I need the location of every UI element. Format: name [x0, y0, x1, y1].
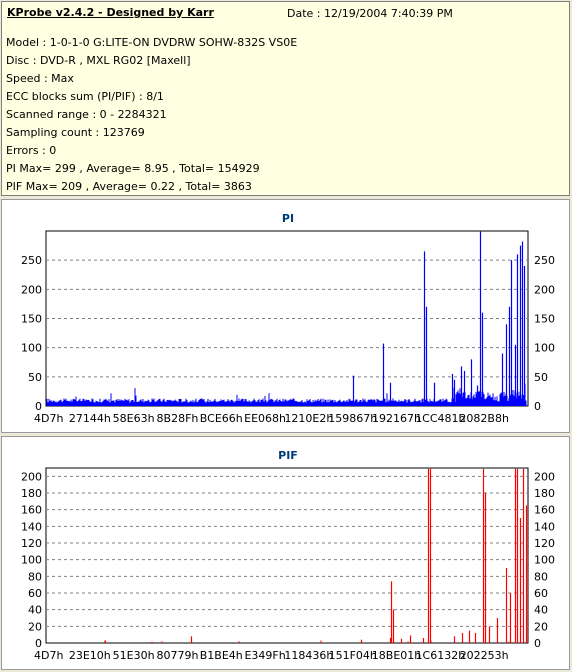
pif-ytick-left: 100 [21, 554, 42, 567]
pif-xtick: E349Fh [244, 649, 285, 662]
pi-xtick: 4D7h [34, 412, 63, 425]
pi-ytick-left: 250 [21, 254, 42, 267]
pif-ytick-left: 140 [21, 520, 42, 533]
info-ecc-blocks: ECC blocks sum (PI/PIF) : 8/1 [6, 90, 164, 103]
pif-series [104, 468, 528, 643]
pif-ytick-right: 80 [534, 570, 548, 583]
pi-ytick-left: 150 [21, 313, 42, 326]
pif-xtick: 4D7h [34, 649, 63, 662]
info-panel: KProbe v2.4.2 - Designed by Karr Date : … [1, 1, 570, 196]
pi-xtick: 27144h [69, 412, 111, 425]
info-errors: Errors : 0 [6, 144, 57, 157]
pif-ytick-left: 40 [28, 604, 42, 617]
pif-ytick-right: 0 [534, 637, 541, 650]
app-title: KProbe v2.4.2 - Designed by Karr [7, 6, 214, 19]
pif-ytick-right: 60 [534, 587, 548, 600]
pi-ytick-left: 100 [21, 342, 42, 355]
pif-ytick-right: 120 [534, 537, 555, 550]
pif-ytick-right: 180 [534, 487, 555, 500]
pif-chart-panel: PIF 0 0 20 20 40 40 60 60 80 80 100 100 120 120 140 140… [1, 436, 570, 670]
info-lines: Model : 1-0-1-0 G:LITE-ON DVDRW SOHW-832… [6, 34, 297, 196]
pif-xtick: 80779h [156, 649, 198, 662]
pif-ytick-right: 160 [534, 504, 555, 517]
pif-xtick: 118436h [284, 649, 333, 662]
pif-ytick-left: 20 [28, 620, 42, 633]
pif-xtick: 23E10h [69, 649, 111, 662]
pif-ytick-left: 60 [28, 587, 42, 600]
pif-chart-title: PIF [278, 449, 298, 462]
pi-ytick-right: 50 [534, 371, 548, 384]
pi-xtick: 8B28Fh [157, 412, 199, 425]
info-scanned-range: Scanned range : 0 - 2284321 [6, 108, 167, 121]
pi-series [46, 231, 527, 406]
pif-ytick-left: 200 [21, 470, 42, 483]
info-sampling-count: Sampling count : 123769 [6, 126, 145, 139]
pif-xtick: 51E30h [113, 649, 155, 662]
pif-ytick-right: 40 [534, 604, 548, 617]
pi-chart-panel: PI 0 0 50 50 100 100 150 150 200 200 250 250 4D7h 271… [1, 199, 570, 433]
pif-xtick: B1BE4h [200, 649, 243, 662]
pif-plot-area [45, 467, 529, 644]
info-model: Model : 1-0-1-0 G:LITE-ON DVDRW SOHW-832… [6, 36, 298, 49]
pif-ytick-right: 200 [534, 470, 555, 483]
pi-ytick-right: 150 [534, 313, 555, 326]
pi-xtick: 159867h [328, 412, 377, 425]
pi-ytick-right: 100 [534, 342, 555, 355]
pi-xtick: EE068h [244, 412, 286, 425]
pif-ytick-left: 0 [35, 637, 42, 650]
pif-ytick-left: 80 [28, 570, 42, 583]
pi-ytick-left: 50 [28, 371, 42, 384]
pi-chart-title: PI [282, 212, 294, 225]
pi-ytick-right: 250 [534, 254, 555, 267]
pi-xtick: BCE66h [200, 412, 243, 425]
pif-ytick-left: 120 [21, 537, 42, 550]
pif-xtick: 202253h [460, 649, 509, 662]
pi-xtick: 1210E2h [284, 412, 333, 425]
pi-ytick-left: 200 [21, 283, 42, 296]
pif-xtick: 18BE01h [372, 649, 421, 662]
pi-ytick-left: 0 [35, 400, 42, 413]
pif-chart: PIF 0 0 20 20 40 40 60 60 80 80 100 100 120 120 140 140… [21, 449, 555, 662]
info-speed: Speed : Max [6, 72, 74, 85]
pi-ytick-right: 0 [534, 400, 541, 413]
info-disc: Disc : DVD-R , MXL RG02 [Maxell] [6, 54, 191, 67]
pi-xtick: 1CC481h [415, 412, 465, 425]
pif-ytick-right: 140 [534, 520, 555, 533]
pif-ytick-right: 100 [534, 554, 555, 567]
pif-ytick-left: 180 [21, 487, 42, 500]
pif-ytick-right: 20 [534, 620, 548, 633]
pi-ytick-right: 200 [534, 283, 555, 296]
pif-xtick: 1C6132h [416, 649, 466, 662]
pi-xtick: 58E63h [113, 412, 155, 425]
info-pif-stats: PIF Max= 209 , Average= 0.22 , Total= 38… [6, 180, 252, 193]
scan-date: Date : 12/19/2004 7:40:39 PM [287, 7, 453, 20]
pi-xtick: 192167h [372, 412, 421, 425]
pi-chart: PI 0 0 50 50 100 100 150 150 200 200 250 250 4D7h 271… [21, 212, 555, 425]
pif-xtick: 151F04h [329, 649, 377, 662]
info-pi-stats: PI Max= 299 , Average= 8.95 , Total= 154… [6, 162, 260, 175]
pif-ytick-left: 160 [21, 504, 42, 517]
pi-xtick: 2082B8h [459, 412, 509, 425]
